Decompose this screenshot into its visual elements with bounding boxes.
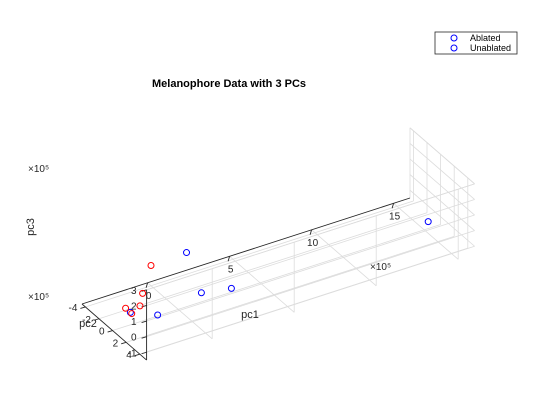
floor-gridline xyxy=(85,200,414,308)
y-tick-mark xyxy=(121,341,127,345)
z-tick-label: 0 xyxy=(131,333,137,344)
x-tick-mark xyxy=(227,256,231,262)
legend: Ablated Unablated xyxy=(434,31,518,55)
z-tick-mark xyxy=(141,336,147,339)
legend-label-ablated: Ablated xyxy=(470,33,501,43)
legend-marker-unablated xyxy=(450,44,458,52)
z-tick-label: 2 xyxy=(131,301,137,312)
z-tick-mark xyxy=(141,351,147,355)
data-points xyxy=(122,218,432,319)
x-exponent-label: ×10⁵ xyxy=(370,262,391,273)
y-tick-label: -4 xyxy=(68,303,77,314)
data-point-ablated-5 xyxy=(126,308,134,316)
x-axis-line xyxy=(81,197,411,305)
data-point-ablated-3 xyxy=(197,289,205,297)
data-point-unablated-0 xyxy=(139,289,147,297)
back-wall-gridline xyxy=(146,214,475,322)
y-tick-label: 0 xyxy=(99,327,105,338)
z-tick-label: -1 xyxy=(128,348,137,359)
axes xyxy=(80,197,411,361)
y-tick-mark xyxy=(134,353,140,357)
data-point-unablated-4 xyxy=(147,261,155,269)
z-axis-label: pc3 xyxy=(25,218,37,236)
data-point-ablated-1 xyxy=(183,249,191,257)
y-axis-line xyxy=(81,303,147,361)
data-point-unablated-1 xyxy=(128,310,136,318)
y-tick-mark xyxy=(80,306,86,309)
box-edge xyxy=(146,183,475,291)
back-wall-gridline xyxy=(146,199,475,306)
y-tick-label: 2 xyxy=(113,338,119,349)
y-tick-label: -2 xyxy=(82,315,91,326)
y-tick-mark xyxy=(107,330,113,333)
x-tick-mark xyxy=(391,203,395,209)
y-exponent-label: ×10⁵ xyxy=(28,292,49,303)
box-edge xyxy=(409,127,475,185)
floor-gridline xyxy=(147,282,213,340)
data-point-ablated-4 xyxy=(154,311,162,319)
floor-gridline xyxy=(112,224,441,331)
y-axis-label: pc2 xyxy=(79,318,97,330)
x-tick-label: 10 xyxy=(307,238,319,249)
legend-marker-ablated xyxy=(450,34,458,42)
side-wall-gridline xyxy=(409,158,475,216)
back-wall-gridline xyxy=(146,245,475,353)
grid-lines xyxy=(85,127,475,361)
data-point-ablated-2 xyxy=(227,284,235,292)
chart-title: Melanophore Data with 3 PCs xyxy=(152,78,306,90)
data-point-unablated-2 xyxy=(122,304,130,312)
z-tick-label: 1 xyxy=(131,317,137,328)
z-exponent-label: ×10⁵ xyxy=(28,164,49,175)
y-tick-mark xyxy=(93,318,100,321)
x-tick-mark xyxy=(145,282,149,288)
side-wall-gridline xyxy=(409,143,475,200)
floor-gridline xyxy=(311,229,377,287)
data-point-ablated-0 xyxy=(424,218,432,226)
legend-label-unablated: Unablated xyxy=(470,43,511,53)
x-tick-mark xyxy=(309,229,313,235)
y-tick-label: 4 xyxy=(126,350,132,361)
floor-gridline xyxy=(229,255,295,313)
floor-gridline xyxy=(393,202,459,260)
side-wall-gridline xyxy=(409,189,475,247)
z-tick-mark xyxy=(141,320,147,323)
back-wall-gridline xyxy=(146,230,475,338)
data-point-unablated-3 xyxy=(136,302,144,310)
floor-gridline xyxy=(98,212,428,320)
x-tick-label: 5 xyxy=(228,264,234,275)
x-axis-label: pc1 xyxy=(241,309,259,321)
z-tick-label: 3 xyxy=(131,286,137,297)
floor-gridline xyxy=(126,235,455,343)
side-wall-gridline xyxy=(409,174,475,231)
x-tick-label: 0 xyxy=(146,291,152,302)
x-tick-label: 15 xyxy=(389,211,401,222)
legend-box xyxy=(434,31,518,55)
